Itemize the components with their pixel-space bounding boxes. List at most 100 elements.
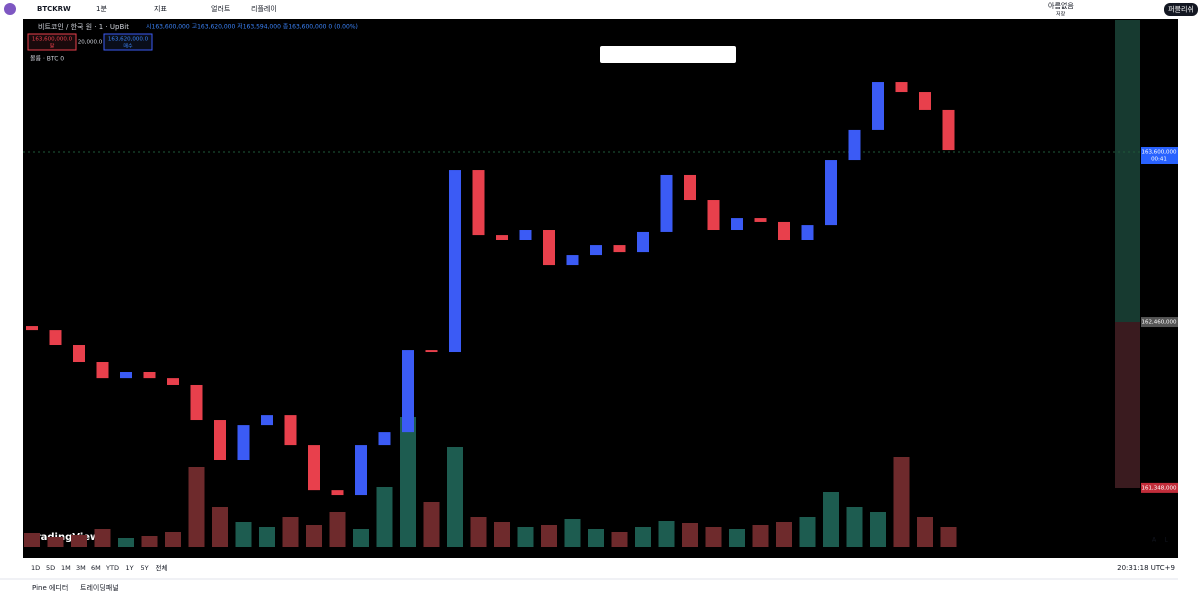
- countdown: 00:41: [1151, 157, 1167, 163]
- sell-price[interactable]: 163,600,000.0: [32, 37, 73, 43]
- buy-button[interactable]: [103, 33, 153, 51]
- volume-bar: [658, 521, 675, 547]
- candle: [355, 445, 367, 496]
- volume-bar: [752, 525, 769, 547]
- sell-button[interactable]: [27, 33, 77, 51]
- candle: [543, 230, 555, 266]
- candle: [237, 425, 250, 461]
- buy-label[interactable]: 매수: [123, 43, 133, 50]
- range-button[interactable]: 6M: [91, 564, 101, 572]
- price-label-bg: [1141, 317, 1178, 328]
- candle: [120, 372, 132, 379]
- range-button[interactable]: 전체: [156, 563, 168, 572]
- clock: 20:31:18 UTC+9: [1117, 564, 1175, 572]
- volume-bar: [776, 522, 792, 547]
- avatar[interactable]: [4, 3, 16, 15]
- trading-panel[interactable]: 트레이딩패널: [80, 583, 119, 592]
- volume-bar: [729, 529, 745, 547]
- pine-editor[interactable]: Pine 에디터: [32, 583, 68, 592]
- range-button[interactable]: 1D: [31, 564, 40, 572]
- symbol[interactable]: BTCKRW: [37, 5, 71, 13]
- volume-bar: [917, 517, 933, 547]
- publish-button[interactable]: [1164, 3, 1198, 16]
- long-zone: [1115, 20, 1140, 322]
- volume-bar: [893, 457, 910, 547]
- publish-label[interactable]: 퍼블리쉬: [1168, 5, 1194, 14]
- buy-price[interactable]: 163,620,000.0: [108, 37, 149, 43]
- volume-bar: [705, 527, 722, 547]
- volume-bar: [188, 467, 205, 547]
- candle: [167, 378, 179, 385]
- candle: [49, 330, 62, 346]
- volume-bar: [588, 529, 604, 547]
- candle: [308, 445, 320, 491]
- candle: [942, 109, 955, 151]
- symbol-title: 비트코인 / 한국 원 · 1 · UpBit: [38, 22, 129, 31]
- volume-bar: [165, 532, 181, 547]
- volume-bar: [635, 527, 651, 547]
- range-button[interactable]: 5Y: [141, 564, 149, 572]
- price-label: 163,600,000: [1142, 150, 1177, 156]
- chart-area: [23, 19, 1178, 558]
- candle: [73, 345, 85, 363]
- short-zone: [1115, 322, 1140, 488]
- candle: [919, 92, 931, 110]
- spread: 20,000.0: [78, 40, 103, 46]
- volume-bar: [846, 507, 863, 547]
- interval[interactable]: 1분: [96, 5, 107, 13]
- layout-name[interactable]: 아름없음: [1048, 1, 1074, 10]
- volume-bar: [259, 527, 275, 547]
- range-button[interactable]: 1Y: [126, 564, 134, 572]
- volume-bar: [870, 512, 886, 547]
- candle: [754, 218, 767, 222]
- volume-bar: [564, 519, 581, 547]
- volume-bar: [306, 525, 322, 547]
- range-button[interactable]: 5D: [46, 564, 55, 572]
- candle: [731, 218, 743, 231]
- range-button[interactable]: YTD: [105, 564, 119, 572]
- price-label-bg: [1141, 147, 1178, 165]
- volume-bar: [141, 536, 158, 547]
- candle: [778, 221, 790, 241]
- candle: [660, 174, 673, 232]
- volume-bar: [353, 529, 369, 547]
- candle: [848, 129, 861, 161]
- candle: [825, 160, 837, 226]
- candle: [801, 225, 814, 241]
- volume-bar: [940, 527, 957, 547]
- volume-bar: [541, 525, 557, 547]
- brand: TradingView: [30, 532, 99, 543]
- range-button[interactable]: 3M: [76, 564, 86, 572]
- indicators[interactable]: 지표: [154, 4, 167, 13]
- volume-bar: [400, 417, 416, 547]
- price-label-bg: [1141, 482, 1178, 493]
- volume-bar: [235, 522, 252, 547]
- volume-bar: [24, 533, 40, 547]
- candle: [214, 420, 226, 461]
- price-label: 161,348,000: [1142, 485, 1177, 491]
- volume-bar: [94, 529, 111, 547]
- drawing-toolbar[interactable]: [600, 46, 736, 63]
- alerts[interactable]: 얼러트: [211, 4, 231, 13]
- candle: [378, 432, 391, 446]
- volume-bar: [118, 538, 134, 547]
- candle: [566, 255, 579, 266]
- ohlc: 시163,600,000 고163,620,000 저163,594,000 종…: [146, 23, 358, 31]
- candle: [284, 415, 297, 446]
- volume-bar: [799, 517, 816, 547]
- candle: [472, 170, 485, 236]
- volume-bar: [71, 535, 87, 547]
- auto-scale[interactable]: A: [1152, 537, 1157, 544]
- volume-bar: [329, 512, 346, 547]
- candle: [190, 384, 203, 421]
- replay[interactable]: 리플레이: [251, 4, 277, 13]
- volume-bar: [423, 502, 440, 547]
- volume-bar: [682, 523, 698, 547]
- candle: [613, 245, 626, 253]
- log-scale[interactable]: L: [1164, 537, 1168, 544]
- range-button[interactable]: 1M: [61, 564, 71, 572]
- volume-bar: [376, 487, 393, 547]
- sell-label[interactable]: 팔: [50, 43, 55, 50]
- layout-save[interactable]: 저장: [1056, 11, 1066, 18]
- candle: [707, 200, 720, 231]
